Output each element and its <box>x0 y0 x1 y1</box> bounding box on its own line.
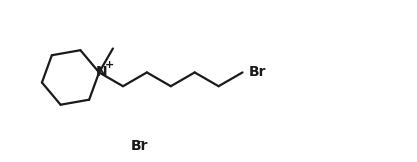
Text: −: − <box>136 137 145 147</box>
Text: Br: Br <box>131 139 148 153</box>
Text: +: + <box>105 60 114 70</box>
Text: N: N <box>96 65 108 79</box>
Text: Br: Br <box>249 65 266 79</box>
